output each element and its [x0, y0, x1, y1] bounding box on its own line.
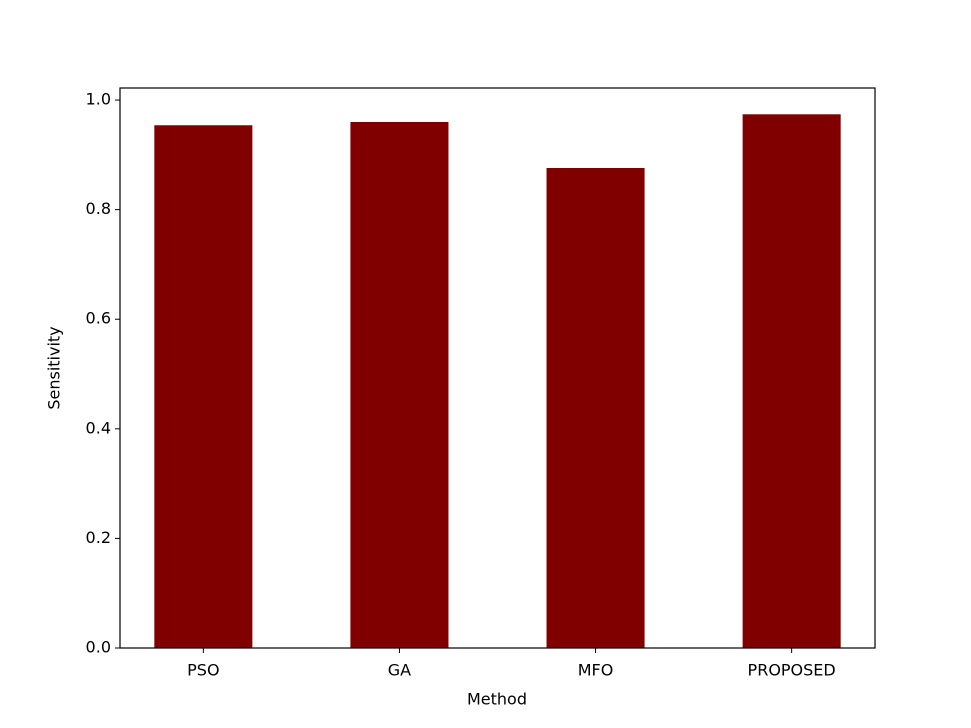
y-tick-label: 0.4	[86, 418, 111, 437]
bar	[546, 168, 645, 648]
plot-frame	[119, 87, 876, 649]
y-tick-label: 0.6	[86, 309, 111, 328]
x-tick-label: MFO	[578, 661, 614, 680]
y-tick-label: 0.0	[86, 638, 111, 657]
bar	[350, 121, 449, 649]
x-tick-label: GA	[388, 661, 411, 680]
y-axis-label: Sensitivity	[45, 326, 64, 409]
y-tick-label: 0.2	[86, 528, 111, 547]
y-tick-label: 0.8	[86, 199, 111, 218]
y-tick-label: 1.0	[86, 90, 111, 109]
x-axis-label: Method	[467, 690, 527, 709]
x-tick-label: PROPOSED	[748, 661, 836, 680]
x-tick-label: PSO	[187, 661, 219, 680]
bar	[154, 125, 253, 649]
bar	[742, 114, 841, 648]
